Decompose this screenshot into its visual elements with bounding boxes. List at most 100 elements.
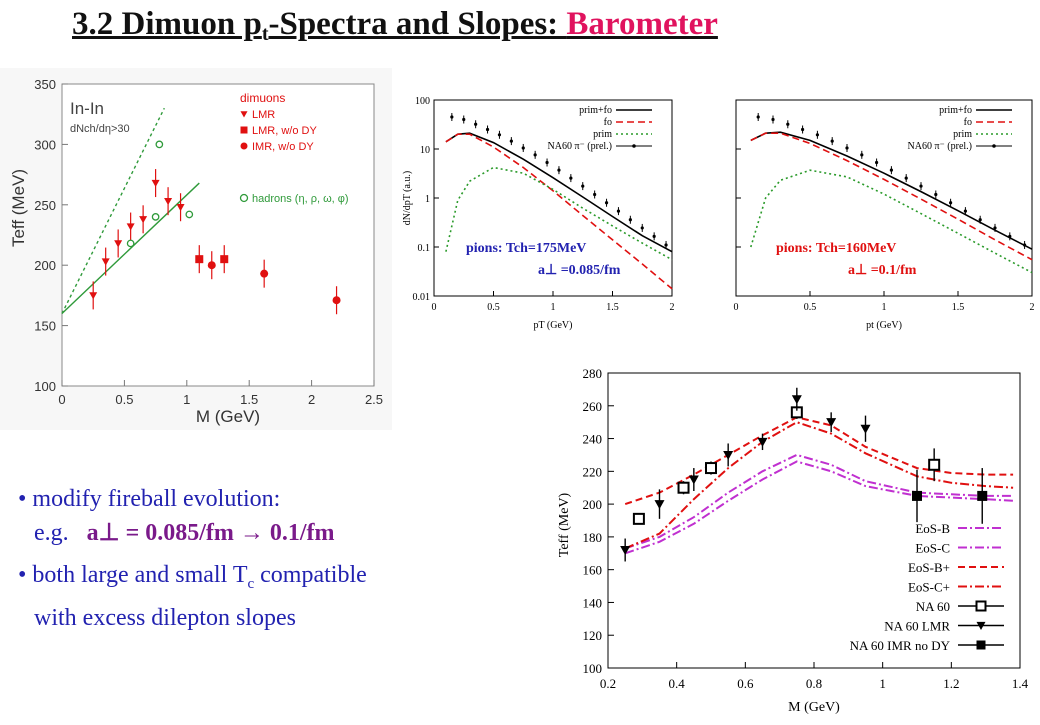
data-point-na60 (771, 117, 775, 122)
x-tick-label: 0 (432, 302, 437, 313)
chart-subtitle: dNch/dη>30 (70, 123, 130, 135)
data-point-na60 (664, 243, 668, 247)
legend-label: EoS-B+ (908, 560, 950, 575)
annotation-line-2: a⊥ =0.085/fm (538, 263, 621, 278)
x-tick-label: 1.5 (240, 392, 258, 407)
series-line-fo (445, 133, 673, 290)
data-point-lmr (139, 216, 148, 224)
data-point-na-60-imr-no-dy (912, 490, 922, 501)
y-tick-label: 200 (583, 497, 603, 512)
x-tick-label: 0.2 (600, 676, 616, 691)
data-point-na60 (581, 184, 585, 188)
legend-label: prim (593, 129, 612, 140)
legend-label: LMR (252, 109, 275, 121)
x-tick-label: 0 (734, 302, 739, 313)
data-point-lmr (89, 292, 98, 300)
data-point-na60 (628, 218, 632, 222)
data-point-na-60-lmr (723, 450, 734, 460)
legend-label: fo (964, 117, 972, 128)
data-point-na60 (993, 226, 997, 230)
x-tick-label: 0.6 (737, 676, 754, 691)
legend-label: NA 60 (916, 599, 950, 614)
x-tick-label: 1.5 (606, 302, 619, 313)
y-tick-label: 1 (425, 194, 430, 205)
y-tick-label: 100 (583, 661, 603, 676)
bullet-2-text-b: compatible (254, 562, 367, 588)
data-point-na60 (616, 209, 621, 213)
legend-label: fo (604, 117, 612, 128)
data-point-na60 (978, 218, 982, 222)
x-axis-label: pT (GeV) (534, 320, 573, 331)
data-point-lmr (126, 223, 135, 231)
x-tick-label: 1 (879, 676, 886, 691)
x-tick-label: 1.4 (1012, 676, 1029, 691)
teff-vs-mass-svg: 100 150 200 250 300 350 0 0.5 1 1.5 2 2.5 M (GeV) Tef… (9, 77, 383, 426)
data-point-na60 (533, 153, 537, 157)
bullet-1-eg: e.g. (34, 520, 69, 546)
series-line-fo (750, 132, 1033, 261)
y-tick-label: 240 (583, 432, 603, 447)
legend-marker (240, 111, 248, 118)
pion-spectrum-175-chart: 0.01 0.1 1 10 100 0 0.5 1 1.5 2 pT (GeV) dN/dpT (a.… (398, 84, 678, 342)
legend-label: NA 60 LMR (884, 619, 950, 634)
x-axis-label: M (GeV) (196, 407, 260, 426)
data-point-na60 (497, 133, 502, 137)
data-point-lmr (151, 179, 160, 188)
series-line-eos-c (624, 460, 1014, 555)
y-tick-label: 140 (583, 595, 603, 610)
bullet-1: • modify fireball evolution: (18, 482, 367, 516)
x-tick-label: 0 (58, 392, 65, 407)
legend-label: prim+fo (579, 105, 612, 116)
series-line-eos-b (624, 453, 1014, 550)
bullet-2-sub: c (247, 575, 255, 592)
data-point-na-60 (705, 462, 717, 475)
data-point-lmr-w-o-dy (195, 255, 204, 264)
y-tick-label: 160 (583, 563, 603, 578)
data-point-na60 (786, 122, 790, 126)
legend-label: NA60 π⁻ (prel.) (548, 141, 612, 152)
data-point-lmr (114, 240, 123, 248)
legend-label: IMR, w/o DY (252, 141, 314, 153)
bullet-dot: • (18, 486, 27, 512)
data-point-na-60 (677, 481, 690, 494)
bullet-1-example: e.g. a⊥ = 0.085/fm → 0.1/fm (18, 516, 367, 550)
title-main: 3.2 Dimuon p (72, 6, 262, 42)
data-point-na-60-lmr (860, 424, 871, 434)
title-link[interactable]: Barometer (566, 6, 718, 42)
data-point-na60 (604, 201, 609, 205)
x-tick-label: 1.5 (952, 302, 965, 313)
data-point-na-60-lmr (654, 500, 665, 510)
data-point-na60 (569, 176, 573, 180)
legend-label: hadrons (η, ρ, ω, φ) (252, 193, 349, 205)
series-line-prim-fo (445, 132, 673, 253)
x-tick-label: 0.8 (806, 676, 822, 691)
data-point-na60 (904, 176, 908, 180)
data-point-na60 (815, 133, 819, 137)
legend-swatch-point (992, 144, 996, 148)
legend-marker (240, 126, 248, 134)
data-point-na-60-lmr (757, 437, 768, 447)
y-axis-label: dN/dpT (a.u.) (402, 171, 413, 226)
y-tick-label: 200 (34, 258, 56, 273)
bullet-2-cont: with excess dilepton slopes (18, 601, 367, 635)
y-tick-label: 10 (420, 145, 430, 156)
title-sub: t (261, 23, 269, 45)
x-tick-label: 1 (551, 302, 556, 313)
data-point-na60 (919, 184, 923, 188)
legend-marker (240, 142, 248, 150)
bullet-1-text: modify fireball evolution: (32, 486, 281, 512)
bullet-1-formula: a⊥ = 0.085/fm → 0.1/fm (86, 520, 335, 546)
data-point-na60 (963, 209, 967, 213)
bullet-2-text-a: both large and small T (32, 562, 248, 588)
data-point-hadrons- (185, 210, 194, 219)
chart-title: In-In (70, 99, 104, 118)
legend-label: prim+fo (939, 105, 972, 116)
y-tick-label: 260 (583, 399, 603, 414)
annotation-line-2: a⊥ =0.1/fm (848, 263, 917, 278)
x-tick-label: 0.5 (487, 302, 500, 313)
y-tick-label: 120 (583, 628, 603, 643)
eos-teff-svg: 100 120 140 160 180 200 220 240 260 280 0.2 0.4 0.6 0… (557, 366, 1029, 715)
legend-label: NA 60 IMR no DY (850, 638, 951, 653)
annotation-line-1: pions: Tch=175MeV (466, 241, 586, 256)
